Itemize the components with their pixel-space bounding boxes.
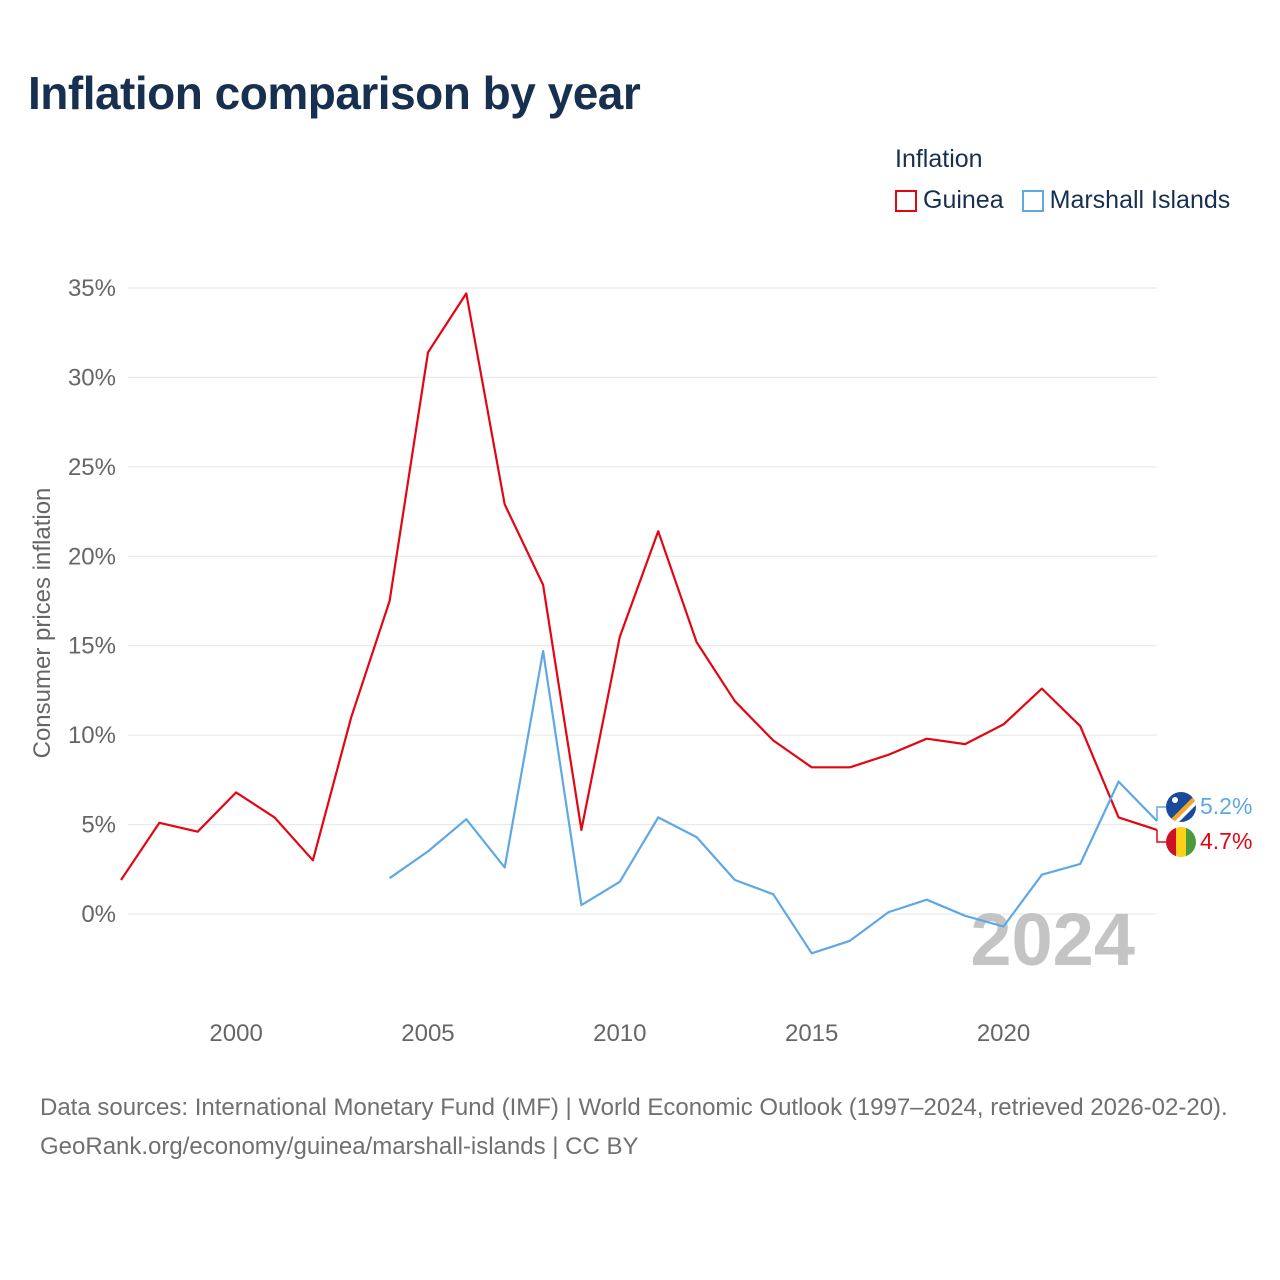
end-label-marshall-islands: 5.2% <box>1200 793 1252 819</box>
chart-title: Inflation comparison by year <box>28 67 641 119</box>
legend: Guinea Marshall Islands <box>895 186 1248 215</box>
legend-label-marshall-islands: Marshall Islands <box>1049 186 1231 214</box>
legend-label-guinea: Guinea <box>923 186 1004 214</box>
y-tick-label: 25% <box>68 454 116 481</box>
line-chart: 0%5%10%15%20%25%30%35% 2000 2005 2010 2015 2… <box>29 275 1252 1047</box>
flag-marshall-islands-icon <box>1166 792 1196 822</box>
x-tick-label: 2010 <box>593 1020 646 1047</box>
x-axis-ticks: 2000 2005 2010 2015 2020 <box>209 1020 1030 1047</box>
y-tick-label: 10% <box>68 722 116 749</box>
series-lines <box>120 292 1158 955</box>
y-tick-label: 20% <box>68 543 116 570</box>
x-tick-label: 2020 <box>977 1020 1030 1047</box>
grid-lines <box>128 287 1157 915</box>
y-tick-label: 5% <box>81 812 116 839</box>
y-tick-label: 30% <box>68 364 116 391</box>
series-line-marshall-islands <box>388 649 1158 955</box>
y-tick-label: 0% <box>81 901 116 928</box>
series-line-guinea <box>120 292 1158 881</box>
legend-swatch-guinea <box>895 189 917 212</box>
x-tick-label: 2015 <box>785 1020 838 1047</box>
connector-guinea <box>1156 829 1166 843</box>
attribution-link[interactable]: GeoRank.org/economy/guinea/marshall-isla… <box>40 1133 639 1160</box>
x-tick-label: 2005 <box>401 1020 454 1047</box>
x-tick-label: 2000 <box>209 1020 262 1047</box>
end-markers: 5.2% 4.7% <box>1156 792 1252 857</box>
y-axis-ticks: 0% 5% 10% 15% 20% 25% 30% 35% <box>68 275 116 928</box>
legend-title: Inflation <box>895 145 983 173</box>
connector-marshall-islands <box>1156 806 1166 821</box>
legend-swatch-marshall-islands <box>1021 189 1044 212</box>
legend-item-marshall-islands[interactable]: Marshall Islands <box>1021 186 1231 215</box>
year-watermark: 2024 <box>970 898 1135 981</box>
y-axis-label: Consumer prices inflation <box>29 488 56 759</box>
y-tick-label: 15% <box>68 633 116 660</box>
legend-item-guinea[interactable]: Guinea <box>895 186 1004 215</box>
end-label-guinea: 4.7% <box>1200 828 1252 854</box>
y-tick-label: 35% <box>68 275 116 302</box>
data-sources: Data sources: International Monetary Fun… <box>40 1094 1228 1121</box>
flag-guinea-icon <box>1166 827 1196 857</box>
footer: Data sources: International Monetary Fun… <box>40 1088 1250 1166</box>
